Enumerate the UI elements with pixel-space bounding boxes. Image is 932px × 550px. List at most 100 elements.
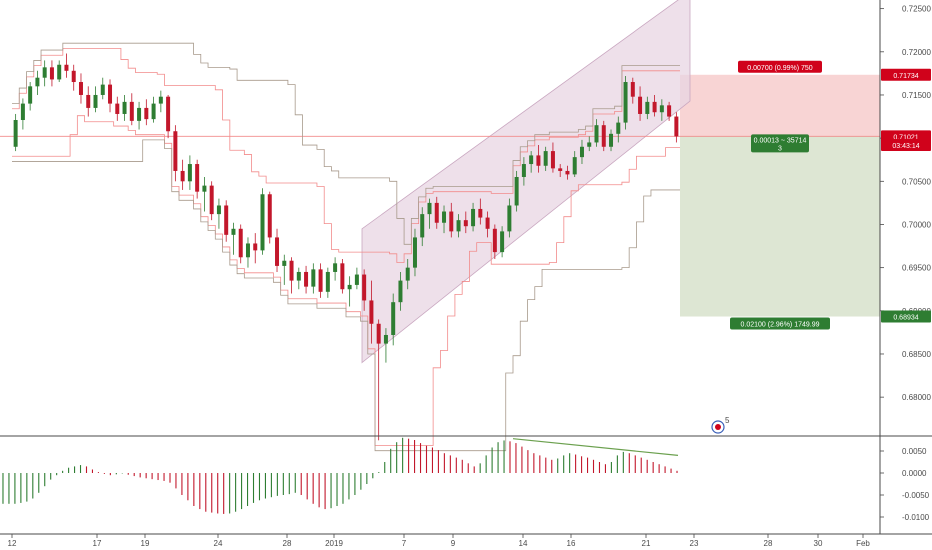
- candle-body: [376, 323, 381, 344]
- center-label-count: 3: [778, 145, 782, 152]
- candle-body: [565, 170, 570, 175]
- candle-body: [86, 94, 91, 108]
- date-tick-label: 23: [690, 539, 699, 548]
- candle-body: [369, 300, 374, 324]
- candle-body: [20, 103, 25, 121]
- candle-body: [282, 260, 287, 266]
- candle-body: [645, 101, 650, 114]
- candle-body: [434, 202, 439, 223]
- candle-body: [572, 157, 577, 175]
- candle-body: [78, 82, 83, 95]
- candle-body: [514, 176, 519, 206]
- target-zone: [680, 136, 880, 317]
- candle-body: [267, 194, 272, 238]
- candle-body: [64, 64, 69, 71]
- date-tick-label: 2019: [325, 539, 343, 548]
- candle-body: [405, 267, 410, 281]
- regression-channel: [361, 0, 691, 364]
- candle-body: [354, 274, 359, 285]
- candle-body: [122, 101, 127, 114]
- candle-body: [115, 103, 120, 114]
- candle-body: [667, 105, 672, 117]
- target-label-box: [730, 317, 830, 330]
- candle-body: [492, 228, 497, 253]
- price-tick-label: 0.70000: [902, 220, 931, 229]
- candle-body: [238, 228, 243, 258]
- candle-body: [463, 220, 468, 227]
- candle-body: [638, 96, 643, 114]
- candle-body: [318, 269, 323, 292]
- candle-body: [187, 164, 192, 182]
- candle-body: [529, 155, 534, 165]
- candle-body: [398, 280, 403, 303]
- candle-body: [536, 155, 541, 166]
- candle-body: [449, 211, 454, 232]
- candle-body: [296, 271, 301, 281]
- osc-tick-label: -0.0050: [902, 491, 930, 500]
- candle-body: [195, 164, 200, 192]
- candle-body: [304, 271, 309, 287]
- price-axis-label: [881, 310, 931, 323]
- candle-body: [347, 284, 352, 290]
- date-tick-label: 16: [567, 539, 576, 548]
- candle-body: [485, 217, 490, 229]
- candle-body: [202, 185, 207, 192]
- candle-body: [623, 82, 628, 123]
- candle-body: [158, 96, 163, 104]
- candle-body: [28, 86, 33, 104]
- candle-body: [674, 116, 679, 137]
- candle-body: [166, 96, 171, 132]
- candle-body: [71, 70, 76, 83]
- price-labels[interactable]: 0.71734 0.71021 03:43:14 0.68934 0.00700 (0.…: [711, 60, 931, 434]
- candle-body: [144, 107, 149, 120]
- stop-zone: [680, 74, 880, 137]
- candle-body: [362, 274, 367, 301]
- candle-body: [478, 208, 483, 218]
- candle-body: [245, 243, 250, 258]
- candle-body: [543, 151, 548, 166]
- candle-body: [13, 120, 18, 147]
- date-tick-label: 24: [214, 539, 223, 548]
- oscillator-pane: [0, 437, 880, 528]
- price-axis-label-text: 0.71734: [893, 73, 918, 80]
- date-tick-label: Feb: [856, 539, 870, 548]
- event-badge-count: 5: [725, 416, 730, 425]
- date-tick-label: 12: [8, 539, 17, 548]
- candle-body: [616, 122, 621, 134]
- candle-body: [216, 205, 221, 215]
- candle-body: [57, 64, 62, 80]
- candle-body: [442, 211, 447, 223]
- candle-body: [601, 125, 606, 147]
- osc-tick-label: -0.0100: [902, 513, 930, 522]
- candle-body: [100, 84, 105, 95]
- candle-body: [325, 271, 330, 292]
- center-label-text: 0.00013 ~ 35714: [754, 137, 807, 144]
- price-tick-label: 0.71500: [902, 91, 931, 100]
- candle-body: [500, 231, 505, 253]
- candle-body: [507, 205, 512, 232]
- candle-body: [609, 133, 614, 147]
- price-axis-label: [881, 139, 931, 152]
- candle-body: [420, 214, 425, 238]
- candle-body: [383, 334, 388, 344]
- candle-body: [456, 220, 461, 232]
- candle-body: [93, 94, 98, 108]
- candle-body: [289, 260, 294, 281]
- date-tick-label: 21: [642, 539, 651, 548]
- candle-body: [587, 142, 592, 147]
- candle-body: [652, 101, 657, 113]
- date-tick-label: 28: [283, 539, 292, 548]
- stop-label-box: [738, 60, 822, 73]
- center-label-box: [751, 134, 809, 153]
- date-tick-label: 28: [764, 539, 773, 548]
- price-axis-label-text: 03:43:14: [892, 143, 919, 150]
- candle-body: [253, 243, 258, 251]
- candle-body: [311, 269, 316, 287]
- candle-body: [129, 101, 134, 121]
- upper-envelope: [12, 47, 680, 263]
- date-tick-label: 30: [814, 539, 823, 548]
- candle-body: [550, 151, 555, 169]
- candle-body: [49, 67, 54, 80]
- drawing-fills: [0, 0, 880, 528]
- date-tick-label: 7: [402, 539, 407, 548]
